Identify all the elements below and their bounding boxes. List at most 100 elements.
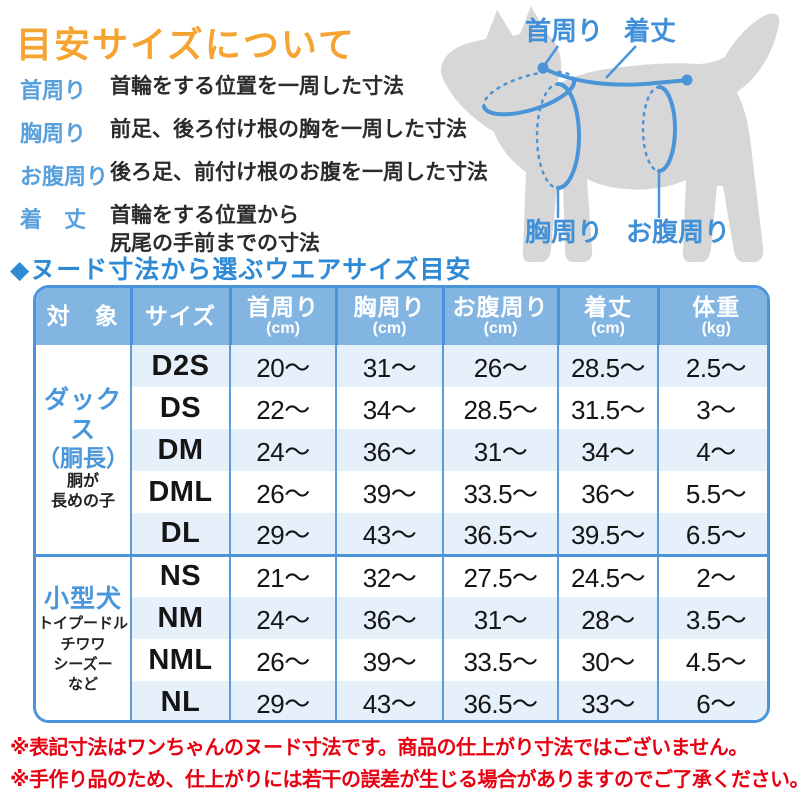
length-value-cell: 28〜 — [557, 597, 658, 639]
length-value-cell: 34〜 — [557, 429, 658, 471]
legend-term: 首周り — [20, 78, 87, 103]
group-note: チワワ — [60, 635, 106, 653]
length-value-cell: 33〜 — [557, 681, 658, 720]
chest-value-cell: 39〜 — [335, 471, 443, 513]
chest-girth-ring — [535, 82, 581, 190]
table-row: DML 26〜 39〜 33.5〜 36〜 5.5〜 — [36, 471, 767, 513]
belly-value-cell: 33.5〜 — [442, 639, 558, 681]
footnotes: ※表記寸法はワンちゃんのヌード寸法です。商品の仕上がり寸法ではございません。 ※… — [10, 732, 800, 796]
weight-value-cell: 6.5〜 — [657, 513, 767, 555]
weight-value-cell: 2.5〜 — [657, 345, 767, 387]
header-cell-target: 対 象 — [36, 288, 131, 345]
table-row: NL 29〜 43〜 36.5〜 33〜 6〜 — [36, 681, 767, 720]
chest-value-cell: 32〜 — [335, 553, 443, 597]
legend-term: お腹周り — [20, 164, 109, 189]
back-length-end-dot — [681, 74, 693, 86]
length-value-cell: 31.5〜 — [557, 387, 658, 429]
dog-silhouette — [440, 6, 780, 262]
weight-value-cell: 2〜 — [657, 553, 767, 597]
size-cell: DM — [130, 429, 230, 471]
table-row: NM 24〜 36〜 31〜 28〜 3.5〜 — [36, 597, 767, 639]
table-row: 小型犬 トイプードル チワワ シーズー など NS 21〜 32〜 27.5〜 … — [36, 553, 767, 720]
length-label-leader — [605, 45, 637, 79]
chest-value-cell: 36〜 — [335, 597, 443, 639]
diagram-label-neck: 首周り — [525, 16, 603, 46]
group-cell-small-dog: 小型犬 トイプードル チワワ シーズー など — [36, 553, 131, 720]
belly-value-cell: 36.5〜 — [442, 681, 558, 720]
belly-value-cell: 33.5〜 — [442, 471, 558, 513]
header-cell-length: 着丈 (cm) — [556, 288, 658, 345]
diagram-label-belly: お腹周り — [626, 217, 730, 247]
neck-value-cell: 22〜 — [229, 387, 336, 429]
header-cell-belly: お腹周り (cm) — [441, 288, 558, 345]
belly-ring-solid-arc — [657, 85, 677, 173]
group-cell-dachshund: ダックス （胴長） 胴が 長めの子 — [36, 345, 131, 555]
size-cell: NS — [130, 553, 230, 597]
chest-value-cell: 31〜 — [335, 345, 443, 387]
table-row: DS 22〜 34〜 28.5〜 31.5〜 3〜 — [36, 387, 767, 429]
chest-ring-solid-arc — [556, 82, 581, 190]
chest-ring-dotted-arc — [535, 82, 560, 190]
back-length-line — [541, 66, 689, 87]
size-cell: D2S — [130, 345, 230, 387]
legend-desc-line2: 尻尾の手前までの寸法 — [110, 231, 320, 255]
section-heading: ◆ヌード寸法から選ぶウエアサイズ目安 — [10, 256, 472, 284]
header-cell-neck: 首周り (cm) — [228, 288, 336, 345]
group-note: 胴が — [66, 472, 99, 490]
size-cell: DL — [130, 513, 230, 555]
legend-item-length: 着 丈 首輪をする位置から 尻尾の手前までの寸法 — [20, 202, 490, 257]
measurement-legend: 首周り 首輪をする位置を一周した寸法 胸周り 前足、後ろ付け根の胸を一周した寸法… — [20, 73, 490, 268]
note-line: ※手作り品のため、仕上がりには若干の誤差が生じる場合がありますのでご了承ください… — [10, 769, 800, 791]
legend-desc: 首輪をする位置から 尻尾の手前までの寸法 — [110, 202, 320, 257]
neck-value-cell: 21〜 — [229, 553, 336, 597]
size-cell: DS — [130, 387, 230, 429]
chest-value-cell: 43〜 — [335, 513, 443, 555]
length-value-cell: 39.5〜 — [557, 513, 658, 555]
legend-term: 胸周り — [20, 121, 87, 146]
neck-value-cell: 24〜 — [229, 429, 336, 471]
chest-value-cell: 39〜 — [335, 639, 443, 681]
legend-desc: 後ろ足、前付け根のお腹を一周した寸法 — [110, 161, 488, 184]
neck-label-leader — [542, 45, 560, 67]
group-name: 小型犬 — [43, 585, 122, 614]
belly-value-cell: 31〜 — [442, 597, 558, 639]
length-value-cell: 36〜 — [557, 471, 658, 513]
belly-value-cell: 26〜 — [442, 345, 558, 387]
diagram-label-chest: 胸周り — [525, 217, 603, 247]
chest-value-cell: 36〜 — [335, 429, 443, 471]
group-name-sub: （胴長） — [37, 445, 129, 472]
chest-value-cell: 43〜 — [335, 681, 443, 720]
table-row: DL 29〜 43〜 36.5〜 39.5〜 6.5〜 — [36, 513, 767, 555]
size-cell: NL — [130, 681, 230, 720]
weight-value-cell: 3.5〜 — [657, 597, 767, 639]
size-cell: DML — [130, 471, 230, 513]
page-title: 目安サイズについて — [16, 24, 356, 65]
note-line: ※表記寸法はワンちゃんのヌード寸法です。商品の仕上がり寸法ではございません。 — [10, 737, 748, 759]
group-note: トイプードル — [37, 615, 128, 633]
weight-value-cell: 4〜 — [657, 429, 767, 471]
chest-value-cell: 34〜 — [335, 387, 443, 429]
header-cell-size: サイズ — [129, 288, 230, 345]
belly-value-cell: 27.5〜 — [442, 553, 558, 597]
table-row: ダックス （胴長） 胴が 長めの子 D2S 20〜 31〜 26〜 28.5〜 … — [36, 345, 767, 555]
belly-ring-dotted-arc — [641, 85, 661, 173]
belly-girth-ring — [641, 85, 677, 173]
legend-desc: 前足、後ろ付け根の胸を一周した寸法 — [110, 118, 467, 141]
legend-desc: 首輪をする位置を一周した寸法 — [110, 75, 404, 98]
size-table: 対 象 サイズ 首周り (cm) 胸周り (cm) お腹周り (cm) 着丈 (cm) … — [33, 285, 770, 723]
weight-value-cell: 6〜 — [657, 681, 767, 720]
weight-value-cell: 3〜 — [657, 387, 767, 429]
group-note: 長めの子 — [50, 493, 115, 511]
neck-value-cell: 26〜 — [229, 639, 336, 681]
group-note: シーズー — [53, 655, 113, 673]
length-value-cell: 30〜 — [557, 639, 658, 681]
neck-value-cell: 26〜 — [229, 471, 336, 513]
length-value-cell: 24.5〜 — [557, 553, 658, 597]
size-cell: NML — [130, 639, 230, 681]
dog-measurement-diagram: 首周り 着丈 胸周り お腹周り — [440, 6, 780, 262]
header-cell-chest: 胸周り (cm) — [334, 288, 443, 345]
table-row: DM 24〜 36〜 31〜 34〜 4〜 — [36, 429, 767, 471]
belly-value-cell: 36.5〜 — [442, 513, 558, 555]
belly-value-cell: 31〜 — [442, 429, 558, 471]
legend-item-neck: 首周り 首輪をする位置を一周した寸法 — [20, 73, 490, 105]
